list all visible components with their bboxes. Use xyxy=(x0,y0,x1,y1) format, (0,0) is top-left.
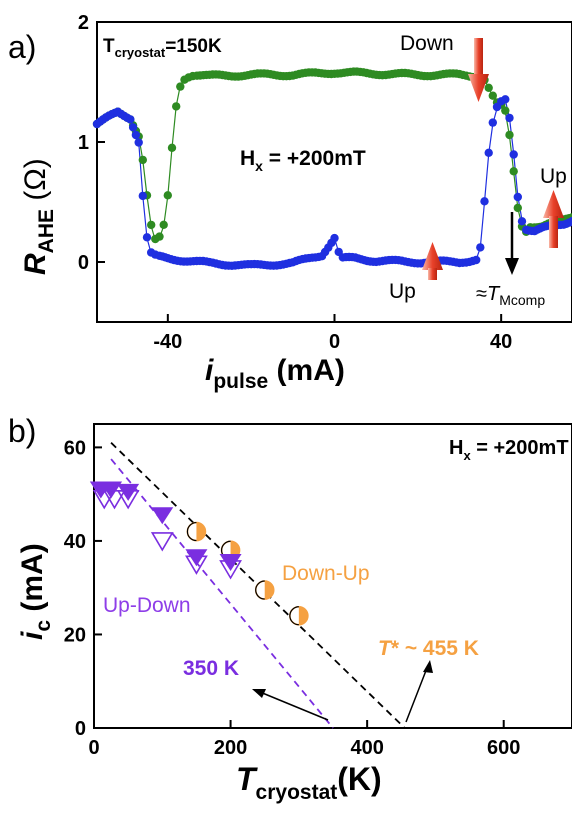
arrow-350k xyxy=(252,689,329,721)
up-down-point-open xyxy=(116,490,140,510)
tcomp-label: ≈TMcomp xyxy=(476,283,545,308)
green-point xyxy=(138,155,147,165)
condition-label: Tcryostat=150K xyxy=(103,36,222,60)
down-up-point-edge xyxy=(289,606,299,626)
y-tick-label: 20 xyxy=(64,624,86,646)
panel-a-frame xyxy=(96,21,572,323)
up-down-point-filled xyxy=(219,553,242,571)
blue-point xyxy=(513,192,522,202)
green-point xyxy=(501,106,510,115)
panel-b-ylabel: ic (mA) xyxy=(16,543,55,640)
up-arrow-right xyxy=(543,190,564,248)
x-tick-label: 40 xyxy=(490,331,512,353)
panel-a-label: a) xyxy=(8,29,36,65)
x-tick-label: -40 xyxy=(153,331,182,353)
down-label: Down xyxy=(400,32,454,55)
green-point xyxy=(147,220,156,230)
green-point xyxy=(513,203,522,213)
down-arrow xyxy=(468,38,489,102)
down-up-point-fill xyxy=(264,581,274,600)
green-point xyxy=(155,232,164,241)
blue-point xyxy=(472,255,481,265)
blue-point xyxy=(517,217,527,226)
green-point xyxy=(488,91,497,100)
y-tick-label: 1 xyxy=(78,132,89,154)
field-label: Hx = +200mT xyxy=(240,147,366,174)
y-tick-label: 2 xyxy=(78,12,89,34)
up-down-point-filled xyxy=(185,549,208,567)
green-point xyxy=(484,83,493,93)
tstar-label: T* ~ 455 K xyxy=(378,637,479,660)
green-point xyxy=(159,220,168,229)
blue-point xyxy=(505,113,514,123)
up-down-point-filled xyxy=(151,507,174,525)
panel-b-xlabel: Tcryostat(K) xyxy=(236,761,382,804)
up-arrow-left xyxy=(422,242,443,280)
blue-point xyxy=(142,233,152,242)
blue-point xyxy=(138,191,147,201)
x-tick-label: 0 xyxy=(88,737,99,759)
up-down-point-open xyxy=(219,560,242,580)
panel-b: b) 0 200 400 600 0 20 40 60 Hx = +200mT Down-Up… xyxy=(8,413,572,804)
up-label-left: Up xyxy=(389,280,416,303)
green-point xyxy=(167,143,177,152)
down-up-point-fill xyxy=(196,522,206,541)
panel-a-xlabel: ipulse (mA) xyxy=(205,354,345,393)
green-point xyxy=(163,191,172,200)
x-tick-label: 400 xyxy=(350,737,383,759)
blue-point xyxy=(567,217,572,226)
down-up-point-edge xyxy=(255,580,265,600)
panel-b-label: b) xyxy=(8,413,36,449)
panel-a-ylabel: RAHE (Ω) xyxy=(19,158,58,275)
y-tick-label: 60 xyxy=(64,437,86,459)
up-down-point-filled xyxy=(100,481,123,499)
blue-point xyxy=(134,138,143,147)
y-tick-label: 0 xyxy=(78,252,89,274)
up-down-point-open xyxy=(103,490,126,510)
x-tick-label: 600 xyxy=(487,737,520,759)
blue-point xyxy=(330,233,339,243)
up-down-label: Up-Down xyxy=(103,594,191,617)
up-down-point-open xyxy=(150,532,174,552)
up-down-point-filled xyxy=(117,483,140,501)
up-down-fit-line xyxy=(110,458,334,729)
t350-label: 350 K xyxy=(183,657,239,680)
panel-b-points xyxy=(89,481,309,626)
panel-a-axes: -40 0 40 0 1 2 xyxy=(78,12,512,353)
x-tick-label: 200 xyxy=(214,737,247,759)
green-point xyxy=(172,102,181,111)
arrow-455k xyxy=(405,660,433,723)
y-tick-label: 40 xyxy=(64,531,86,553)
up-label-right: Up xyxy=(540,165,567,188)
green-point xyxy=(509,167,518,176)
down-up-point-edge xyxy=(186,521,197,542)
blue-point xyxy=(131,130,141,140)
blue-point xyxy=(126,115,135,124)
blue-point xyxy=(501,95,510,104)
down-up-label: Down-Up xyxy=(282,562,370,585)
up-down-point-open xyxy=(185,555,208,575)
panel-b-axes: 0 200 400 600 0 20 40 60 xyxy=(64,437,521,759)
x-tick-label: 0 xyxy=(329,331,340,353)
panel-a-points xyxy=(92,67,572,270)
down-up-point-fill xyxy=(298,606,308,625)
y-tick-label: 0 xyxy=(75,718,86,740)
blue-point xyxy=(509,150,518,159)
blue-point xyxy=(484,148,493,157)
blue-point xyxy=(488,118,497,127)
blue-point xyxy=(128,123,138,132)
blue-point xyxy=(480,197,489,206)
tcomp-arrow xyxy=(505,212,519,275)
green-point xyxy=(505,130,514,140)
panel-b-field-label: Hx = +200mT xyxy=(449,437,569,463)
green-point xyxy=(176,82,185,91)
blue-point xyxy=(476,243,485,252)
